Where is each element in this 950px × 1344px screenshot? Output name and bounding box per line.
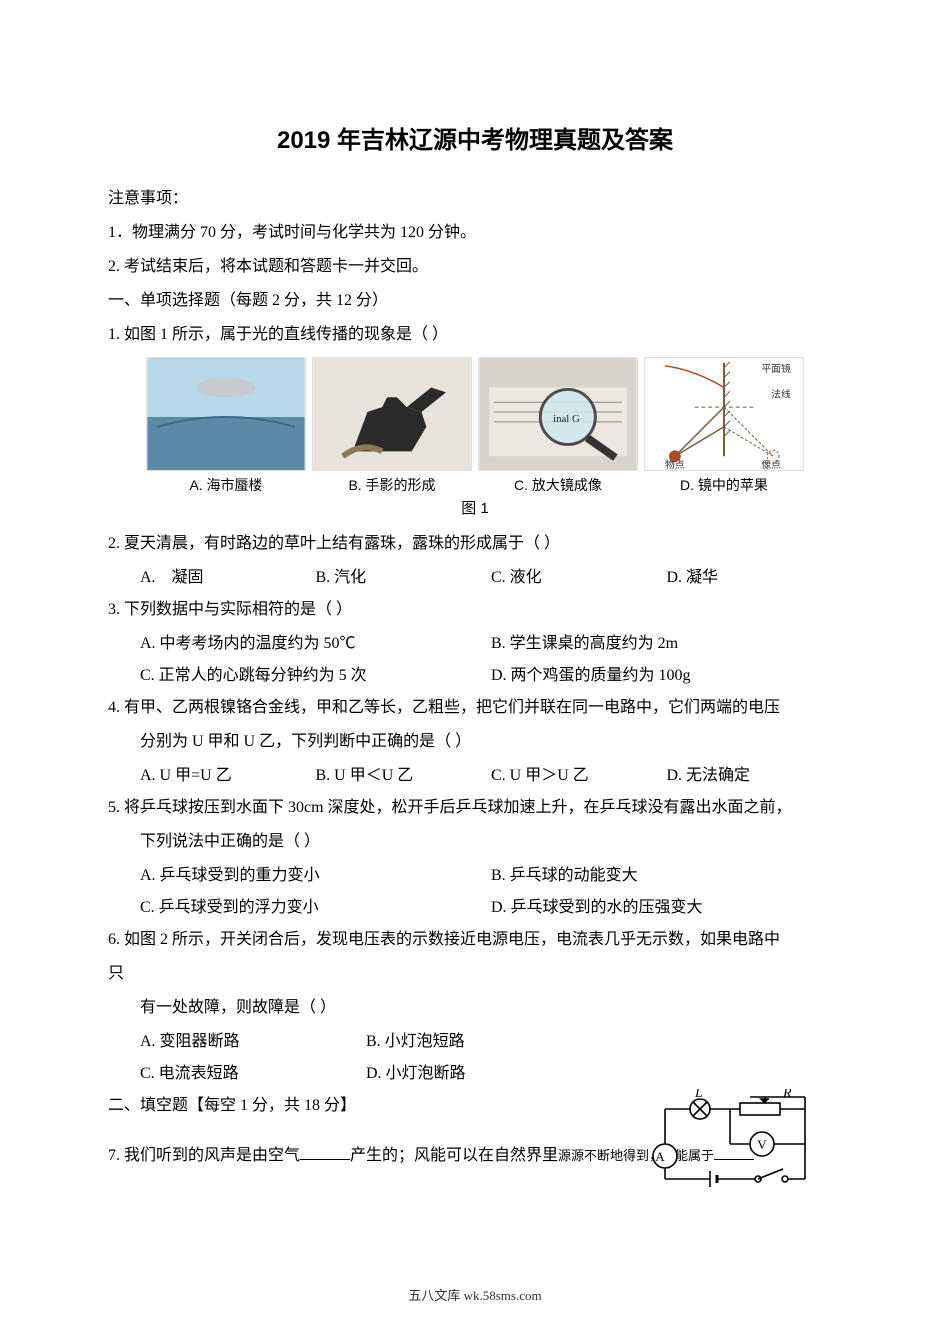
q3-stem: 3. 下列数据中与实际相符的是（ ） <box>108 594 842 626</box>
q3-opt-b: B. 学生课桌的高度约为 2m <box>491 628 842 660</box>
fig1-d: 平面镜 法线 物点 像点 D. 镜中的苹果 <box>644 357 804 495</box>
q5-options-row1: A. 乒乓球受到的重力变小 B. 乒乓球的动能变大 <box>108 860 842 892</box>
page-footer: 五八文库 wk.58sms.com <box>0 1285 950 1304</box>
svg-text:inal G: inal G <box>553 413 580 425</box>
q5-opt-b: B. 乒乓球的动能变大 <box>491 860 842 892</box>
q3-options-row1: A. 中考考场内的温度约为 50℃ B. 学生课桌的高度约为 2m <box>108 628 842 660</box>
q2-options: A. 凝固 B. 汽化 C. 液化 D. 凝华 <box>108 562 842 594</box>
fig1-c: inal G C. 放大镜成像 <box>478 357 638 495</box>
q3-opt-c: C. 正常人的心跳每分钟约为 5 次 <box>140 660 491 692</box>
q6-stem-3: 有一处故障，则故障是（ ） <box>108 992 842 1024</box>
figure-1: A. 海市蜃楼 B. 手影的形成 inal G C <box>108 357 842 495</box>
q5-opt-c: C. 乒乓球受到的浮力变小 <box>140 892 491 924</box>
q7-part1: 7. 我们听到的风声是由空气 <box>108 1147 300 1164</box>
q6-options-row2: C. 电流表短路 D. 小灯泡断路 <box>108 1058 842 1090</box>
q1-stem: 1. 如图 1 所示，属于光的直线传播的现象是（ ） <box>108 319 842 351</box>
figure-2-circuit: L R A V <box>635 1089 835 1199</box>
svg-text:法线: 法线 <box>771 387 791 400</box>
q3-opt-a: A. 中考考场内的温度约为 50℃ <box>140 628 491 660</box>
q2-opt-b: B. 汽化 <box>316 562 492 594</box>
q4-opt-d: D. 无法确定 <box>667 760 843 792</box>
q2-stem: 2. 夏天清晨，有时路边的草叶上结有露珠，露珠的形成属于（ ） <box>108 528 842 560</box>
q4-stem-1: 4. 有甲、乙两根镍铬合金线，甲和乙等长，乙粗些，把它们并联在同一电路中，它们两… <box>108 692 842 724</box>
q5-stem-1: 5. 将乒乓球按压到水面下 30cm 深度处，松开手后乒乓球加速上升，在乒乓球没… <box>108 792 842 824</box>
q5-opt-a: A. 乒乓球受到的重力变小 <box>140 860 491 892</box>
q6-opt-b: B. 小灯泡短路 <box>366 1026 592 1058</box>
fig1-b-image <box>312 357 472 471</box>
notice-1: 1．物理满分 70 分，考试时间与化学共为 120 分钟。 <box>108 217 842 249</box>
fig1-b: B. 手影的形成 <box>312 357 472 495</box>
section-1-heading: 一、单项选择题（每题 2 分，共 12 分） <box>108 285 842 317</box>
fig1-c-label: C. 放大镜成像 <box>514 475 602 495</box>
fig1-b-label: B. 手影的形成 <box>348 475 435 495</box>
q7-part2: 产生的；风能可以在自然界里 <box>350 1147 558 1164</box>
circuit-label-l: L <box>694 1089 703 1101</box>
q6-stem-1: 6. 如图 2 所示，开关闭合后，发现电压表的示数接近电源电压，电流表几乎无示数… <box>108 924 842 956</box>
q3-options-row2: C. 正常人的心跳每分钟约为 5 次 D. 两个鸡蛋的质量约为 100g <box>108 660 842 692</box>
notice-2: 2. 考试结束后，将本试题和答题卡一并交回。 <box>108 251 842 283</box>
q6-options-row1: A. 变阻器断路 B. 小灯泡短路 <box>108 1026 842 1058</box>
mirror-label-1: 平面镜 <box>761 362 791 375</box>
q6-opt-a: A. 变阻器断路 <box>140 1026 366 1058</box>
fig1-a-label: A. 海市蜃楼 <box>189 475 262 495</box>
circuit-label-r: R <box>782 1089 792 1101</box>
q6-opt-c: C. 电流表短路 <box>140 1058 366 1090</box>
q6-stem-2: 只 <box>108 958 842 990</box>
q6-opt-d: D. 小灯泡断路 <box>366 1058 592 1090</box>
page-title: 2019 年吉林辽源中考物理真题及答案 <box>108 120 842 155</box>
q5-options-row2: C. 乒乓球受到的浮力变小 D. 乒乓球受到的水的压强变大 <box>108 892 842 924</box>
fig1-a-image <box>146 357 306 471</box>
figure-1-caption: 图 1 <box>108 497 842 518</box>
q2-opt-a: A. 凝固 <box>140 562 316 594</box>
circuit-label-a: A <box>655 1149 665 1164</box>
fig1-a: A. 海市蜃楼 <box>146 357 306 495</box>
svg-text:物点: 物点 <box>665 458 685 470</box>
q3-opt-d: D. 两个鸡蛋的质量约为 100g <box>491 660 842 692</box>
q4-opt-b: B. U 甲＜U 乙 <box>316 760 492 792</box>
q5-stem-2: 下列说法中正确的是（ ） <box>108 826 842 858</box>
fig1-d-image: 平面镜 法线 物点 像点 <box>644 357 804 471</box>
q7-blank-1 <box>300 1144 350 1160</box>
q4-opt-c: C. U 甲＞U 乙 <box>491 760 667 792</box>
q4-opt-a: A. U 甲=U 乙 <box>140 760 316 792</box>
circuit-label-v: V <box>757 1137 767 1152</box>
q2-opt-c: C. 液化 <box>491 562 667 594</box>
q4-stem-2: 分别为 U 甲和 U 乙，下列判断中正确的是（ ） <box>108 726 842 758</box>
notice-heading: 注意事项： <box>108 183 842 215</box>
svg-text:像点: 像点 <box>761 459 781 470</box>
q2-opt-d: D. 凝华 <box>667 562 843 594</box>
fig1-d-label: D. 镜中的苹果 <box>680 475 768 495</box>
q4-options: A. U 甲=U 乙 B. U 甲＜U 乙 C. U 甲＞U 乙 D. 无法确定 <box>108 760 842 792</box>
q5-opt-d: D. 乒乓球受到的水的压强变大 <box>491 892 842 924</box>
fig1-c-image: inal G <box>478 357 638 471</box>
